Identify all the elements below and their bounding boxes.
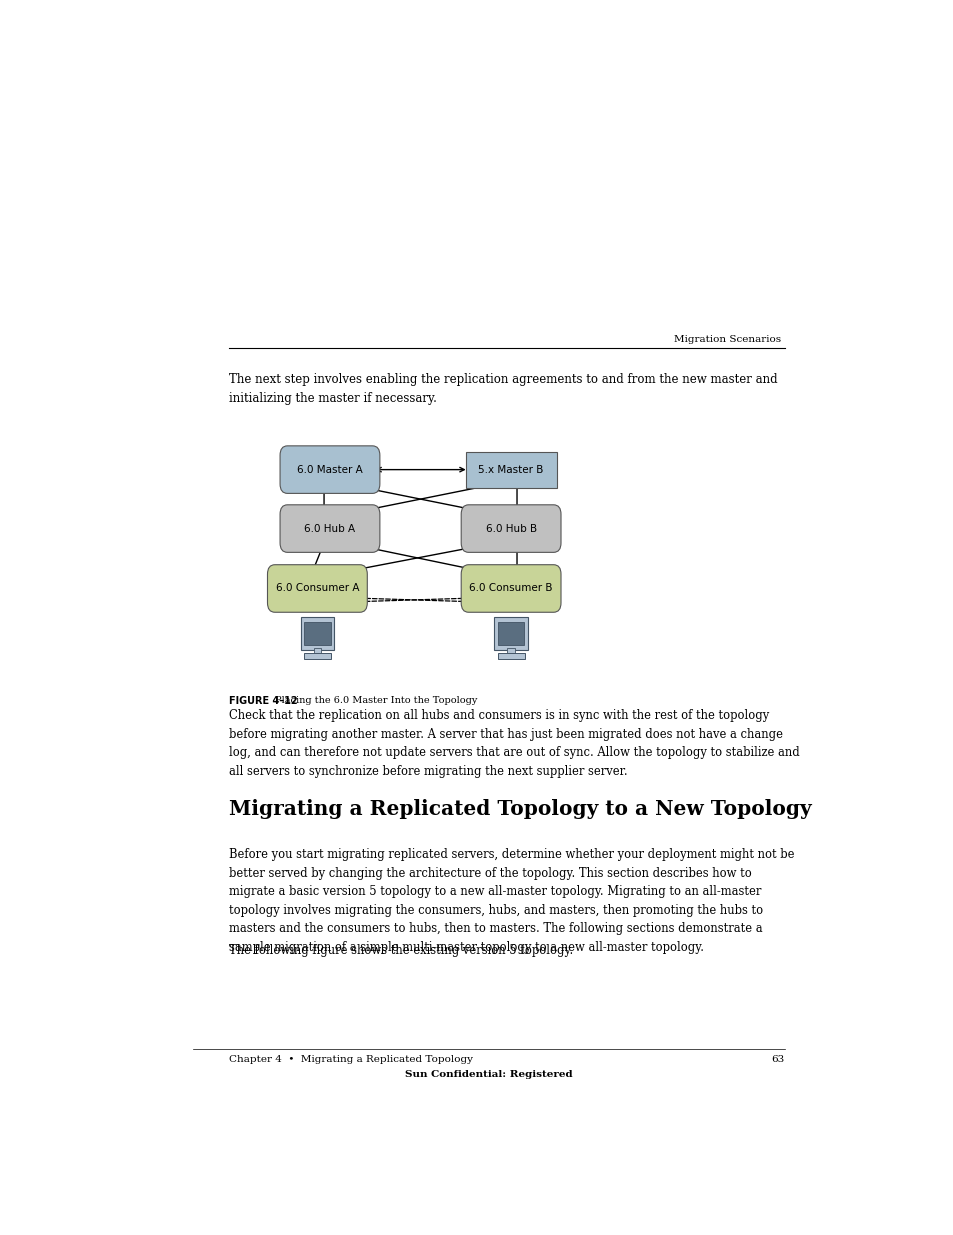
Text: 6.0 Master A: 6.0 Master A [296, 464, 362, 474]
FancyBboxPatch shape [507, 647, 515, 655]
Text: Migrating a Replicated Topology to a New Topology: Migrating a Replicated Topology to a New… [229, 799, 810, 819]
FancyBboxPatch shape [497, 621, 524, 646]
Text: 6.0 Hub A: 6.0 Hub A [304, 524, 355, 534]
Text: The next step involves enabling the replication agreements to and from the new m: The next step involves enabling the repl… [229, 373, 777, 405]
Text: Chapter 4  •  Migrating a Replicated Topology: Chapter 4 • Migrating a Replicated Topol… [229, 1056, 472, 1065]
Text: FIGURE 4–12: FIGURE 4–12 [229, 697, 297, 706]
FancyBboxPatch shape [314, 647, 320, 655]
Text: 6.0 Consumer B: 6.0 Consumer B [469, 583, 553, 594]
FancyBboxPatch shape [300, 618, 334, 650]
Text: Check that the replication on all hubs and consumers is in sync with the rest of: Check that the replication on all hubs a… [229, 709, 799, 778]
Text: Sun Confidential: Registered: Sun Confidential: Registered [405, 1070, 572, 1078]
Text: 6.0 Consumer A: 6.0 Consumer A [275, 583, 358, 594]
FancyBboxPatch shape [465, 452, 556, 488]
Text: 6.0 Hub B: 6.0 Hub B [485, 524, 537, 534]
FancyBboxPatch shape [494, 618, 527, 650]
Text: Before you start migrating replicated servers, determine whether your deployment: Before you start migrating replicated se… [229, 848, 793, 953]
FancyBboxPatch shape [497, 653, 524, 659]
Text: Placing the 6.0 Master Into the Topology: Placing the 6.0 Master Into the Topology [274, 697, 476, 705]
Text: 5.x Master B: 5.x Master B [477, 464, 543, 474]
Text: The following figure shows the existing version 5 topology.: The following figure shows the existing … [229, 944, 573, 957]
FancyBboxPatch shape [267, 564, 367, 613]
Text: 63: 63 [771, 1056, 783, 1065]
Text: Migration Scenarios: Migration Scenarios [673, 335, 781, 345]
FancyBboxPatch shape [280, 446, 379, 494]
FancyBboxPatch shape [304, 621, 331, 646]
FancyBboxPatch shape [280, 505, 379, 552]
FancyBboxPatch shape [304, 653, 331, 659]
FancyBboxPatch shape [460, 564, 560, 613]
FancyBboxPatch shape [460, 505, 560, 552]
